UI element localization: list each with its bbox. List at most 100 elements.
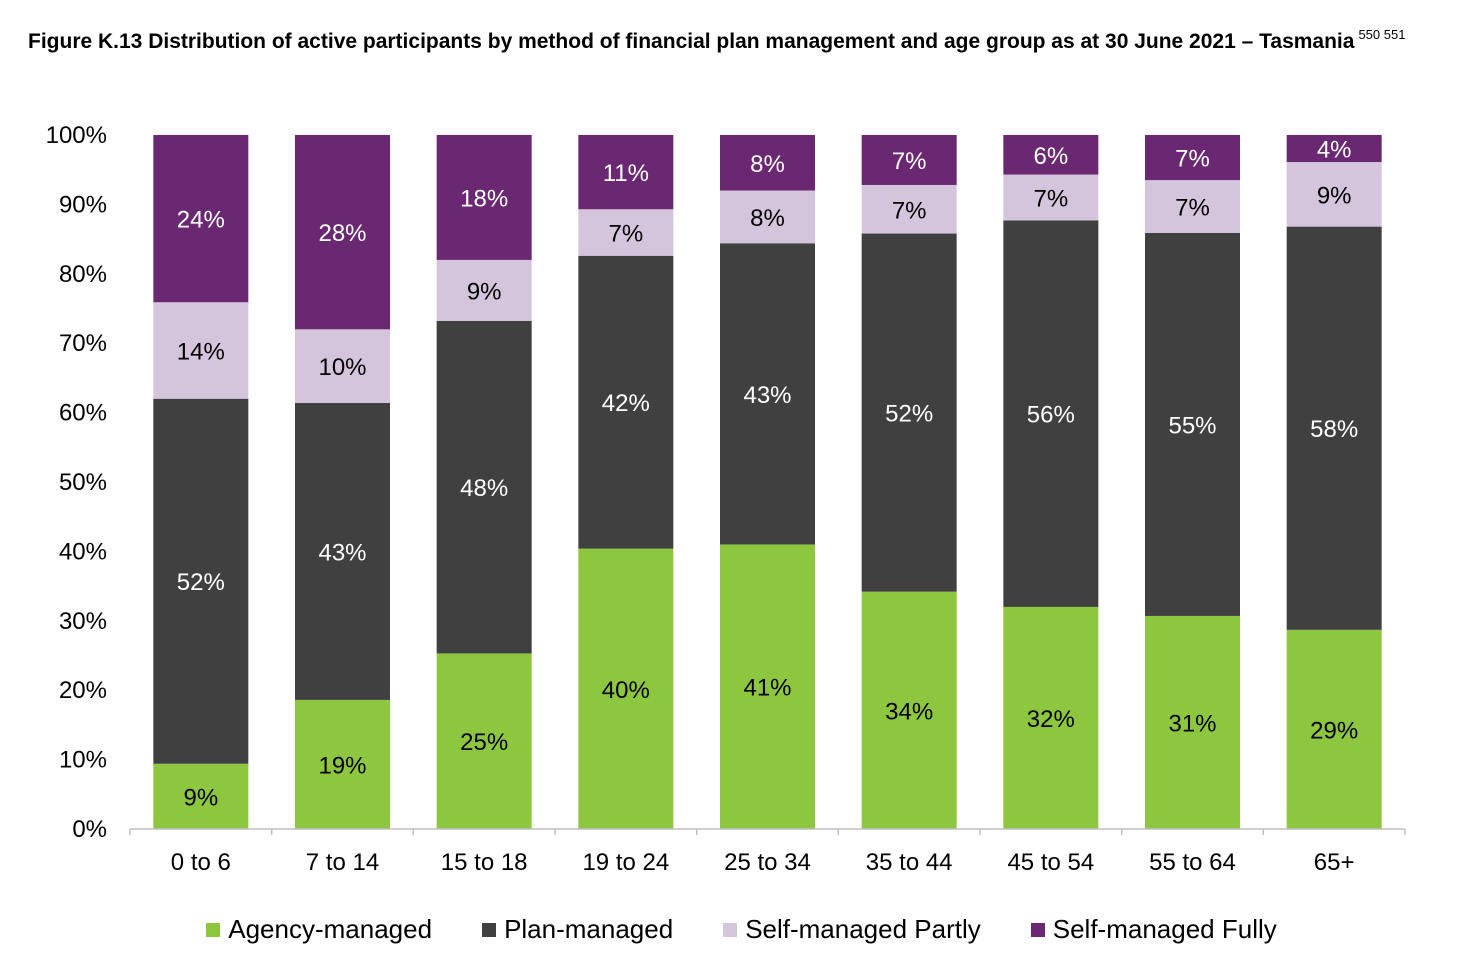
data-label: 18% [460, 185, 508, 212]
y-tick-label: 50% [59, 469, 107, 496]
bar-segment [295, 329, 390, 403]
legend-swatch [723, 922, 738, 937]
chart-title-text: Figure K.13 Distribution of active parti… [28, 30, 1355, 53]
bar-segment [720, 243, 815, 545]
bar-segment [578, 209, 674, 256]
bar-segment [436, 653, 532, 829]
data-label: 32% [1027, 706, 1075, 733]
chart-legend: Agency-managed Plan-managed Self-managed P… [0, 914, 1483, 945]
y-tick-label: 60% [59, 400, 107, 427]
bar-segment [861, 135, 957, 185]
data-label: 9% [1317, 182, 1352, 209]
data-label: 41% [743, 675, 791, 702]
data-label: 8% [750, 205, 785, 232]
bar-segment [153, 135, 249, 303]
data-label: 31% [1168, 710, 1216, 737]
bar-segment [1003, 135, 1099, 175]
x-tick-label: 55 to 64 [1149, 849, 1236, 876]
data-label: 9% [183, 784, 218, 811]
legend-item: Plan-managed [482, 914, 673, 945]
data-label: 28% [318, 220, 366, 247]
data-label: 7% [892, 197, 927, 224]
data-label: 55% [1168, 412, 1216, 439]
x-tick-label: 19 to 24 [582, 849, 669, 876]
bar-segment [1286, 226, 1382, 630]
footnote-refs: 550 551 [1358, 27, 1406, 42]
y-tick-label: 20% [59, 677, 107, 704]
y-tick-label: 0% [72, 816, 107, 843]
bar-segment [436, 135, 532, 260]
data-label: 10% [318, 354, 366, 381]
data-label: 14% [177, 338, 225, 365]
bar-segment [1003, 174, 1099, 221]
data-label: 7% [1033, 185, 1068, 212]
bar-segment [153, 398, 249, 764]
data-label: 25% [460, 729, 508, 756]
legend-swatch [482, 922, 497, 937]
bar-segment [1145, 135, 1240, 181]
chart-title: Figure K.13 Distribution of active parti… [28, 20, 1468, 57]
data-label: 6% [1033, 143, 1068, 170]
data-label: 8% [750, 151, 785, 178]
y-tick-label: 90% [59, 191, 107, 218]
data-label: 7% [892, 148, 927, 175]
data-label: 11% [603, 160, 649, 187]
bar-segment [720, 135, 815, 191]
y-tick-label: 80% [59, 261, 107, 288]
x-tick-label: 7 to 14 [306, 849, 379, 876]
stacked-bar-chart: 0% 10% 20% 30% 40% 50% 60% 70% 80% 90% 100% 9% 52% 14… [46, 122, 1406, 876]
legend-swatch [1030, 922, 1045, 937]
bar-segment [861, 233, 957, 592]
bar-segment [1286, 629, 1382, 829]
legend-label: Plan-managed [504, 914, 674, 944]
data-label: 58% [1310, 416, 1358, 443]
legend-label: Agency-managed [228, 914, 433, 944]
x-tick-label: 45 to 54 [1007, 849, 1094, 876]
data-label: 43% [743, 382, 791, 409]
y-tick-label: 30% [59, 608, 107, 635]
bar-segment [1145, 615, 1240, 829]
bar-segment [153, 763, 249, 829]
bar-segment [1003, 220, 1099, 607]
x-tick-label: 0 to 6 [171, 849, 231, 876]
y-tick-label: 70% [59, 330, 107, 357]
y-tick-label: 10% [59, 747, 107, 774]
legend-swatch [206, 922, 221, 937]
bar-segment [861, 591, 957, 829]
bar-segment [295, 402, 390, 700]
data-label: 9% [467, 278, 502, 305]
x-tick-label: 25 to 34 [724, 849, 811, 876]
bar-segment [1145, 180, 1240, 233]
legend-item: Self-managed Fully [1030, 914, 1277, 945]
data-label: 42% [602, 390, 650, 417]
bar-segment [295, 135, 390, 330]
bar-segment [578, 548, 674, 829]
legend-label: Self-managed Fully [1052, 914, 1277, 944]
data-label: 7% [1175, 146, 1210, 173]
bar-segment [295, 699, 390, 829]
x-tick-label: 15 to 18 [441, 849, 528, 876]
x-tick-label: 35 to 44 [866, 849, 953, 876]
data-label: 19% [318, 752, 366, 779]
data-label: 7% [608, 221, 643, 248]
data-label: 24% [177, 207, 225, 234]
data-label: 48% [460, 475, 508, 502]
bar-segment [1286, 162, 1382, 227]
bar-segment [720, 190, 815, 244]
bar-segment [720, 544, 815, 829]
y-tick-label: 100% [46, 122, 107, 149]
bar-segment [578, 255, 674, 549]
x-tick-label: 65+ [1314, 849, 1355, 876]
data-label: 4% [1317, 137, 1352, 164]
bar-segment [153, 302, 249, 399]
data-label: 52% [177, 569, 225, 596]
data-label: 56% [1027, 402, 1075, 429]
data-label: 29% [1310, 717, 1358, 744]
bar-segment [436, 259, 532, 321]
data-label: 40% [602, 677, 650, 704]
bar-segment [1145, 232, 1240, 616]
legend-item: Agency-managed [206, 914, 432, 945]
data-label: 52% [885, 401, 933, 428]
bar-segment [1003, 606, 1099, 829]
bar-segment [1286, 135, 1382, 163]
